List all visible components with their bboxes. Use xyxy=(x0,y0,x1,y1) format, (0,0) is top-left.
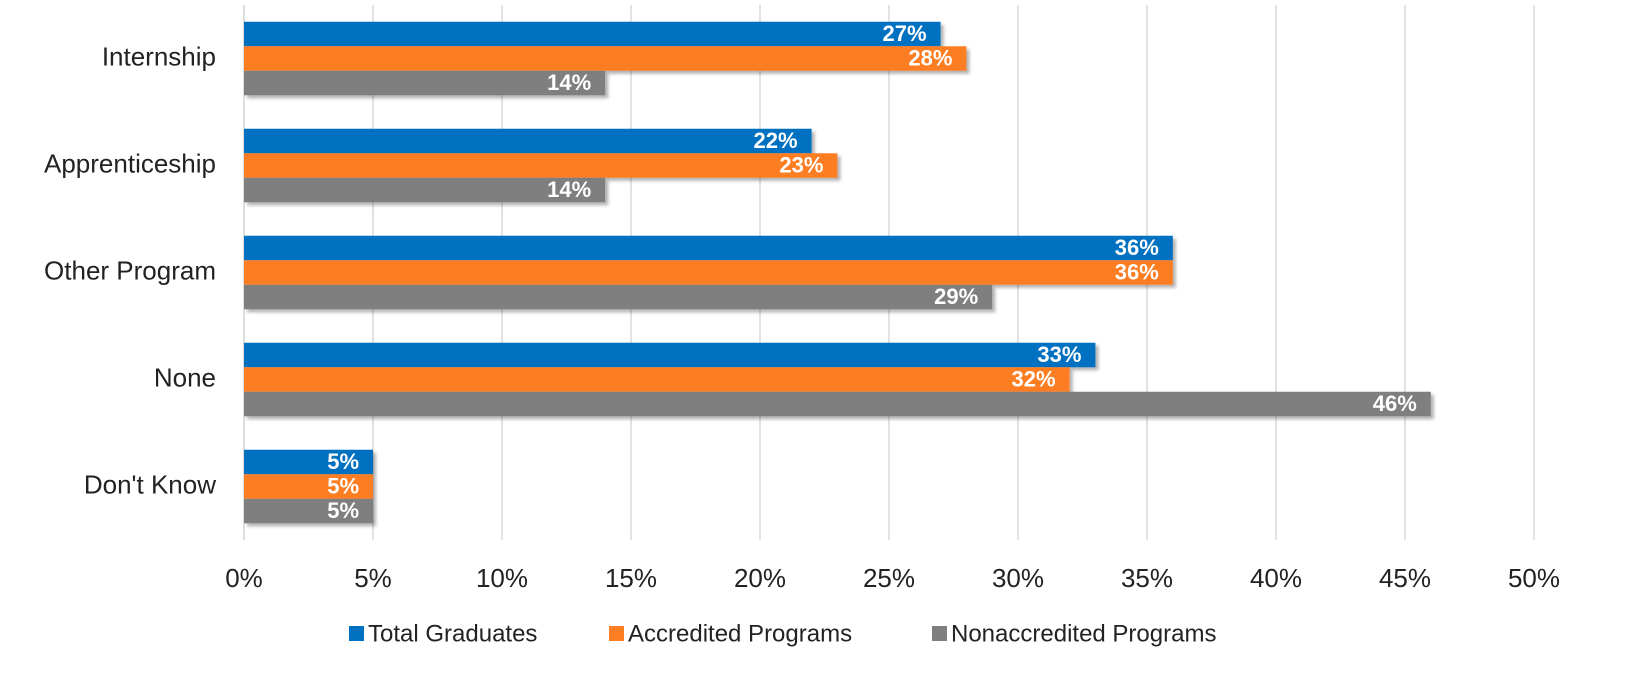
bar xyxy=(244,70,606,96)
value-label: 32% xyxy=(1012,366,1056,391)
bar xyxy=(244,474,373,499)
value-label: 36% xyxy=(1115,259,1159,284)
legend-swatch xyxy=(932,626,947,641)
bar xyxy=(244,177,606,203)
value-label: 36% xyxy=(1115,235,1159,260)
x-tick-label: 10% xyxy=(476,563,528,593)
x-tick-label: 40% xyxy=(1250,563,1302,593)
bar xyxy=(244,128,812,154)
x-tick-label: 0% xyxy=(225,563,263,593)
bar xyxy=(244,21,941,47)
value-label: 5% xyxy=(327,498,359,523)
bar xyxy=(244,46,967,71)
value-label: 29% xyxy=(934,284,978,309)
x-tick-label: 50% xyxy=(1508,563,1560,593)
category-label: Don't Know xyxy=(84,469,216,499)
bar xyxy=(244,449,373,475)
x-tick-label: 30% xyxy=(992,563,1044,593)
bar xyxy=(244,284,993,310)
legend-label: Nonaccredited Programs xyxy=(951,620,1216,647)
legend-swatch xyxy=(609,626,624,641)
x-tick-label: 15% xyxy=(605,563,657,593)
bar xyxy=(244,342,1096,368)
value-label: 33% xyxy=(1037,342,1081,367)
x-tick-label: 5% xyxy=(354,563,392,593)
category-label: Internship xyxy=(102,41,216,71)
x-tick-label: 45% xyxy=(1379,563,1431,593)
category-label: Other Program xyxy=(44,255,216,285)
legend-swatch xyxy=(349,626,364,641)
category-label: Apprenticeship xyxy=(44,148,216,178)
value-label: 46% xyxy=(1373,391,1417,416)
value-label: 5% xyxy=(327,449,359,474)
value-label: 14% xyxy=(547,177,591,202)
bar xyxy=(244,260,1173,285)
bar xyxy=(244,498,373,524)
x-tick-label: 25% xyxy=(863,563,915,593)
value-label: 5% xyxy=(327,473,359,498)
bar xyxy=(244,367,1070,392)
value-label: 14% xyxy=(547,70,591,95)
bar xyxy=(244,391,1431,417)
value-label: 28% xyxy=(908,45,952,70)
value-label: 23% xyxy=(779,152,823,177)
legend-label: Total Graduates xyxy=(368,620,537,647)
bar xyxy=(244,153,838,178)
bar xyxy=(244,235,1173,261)
value-label: 27% xyxy=(883,21,927,46)
category-label: None xyxy=(154,362,216,392)
legend-label: Accredited Programs xyxy=(628,620,852,647)
x-tick-label: 20% xyxy=(734,563,786,593)
x-tick-label: 35% xyxy=(1121,563,1173,593)
value-label: 22% xyxy=(754,128,798,153)
